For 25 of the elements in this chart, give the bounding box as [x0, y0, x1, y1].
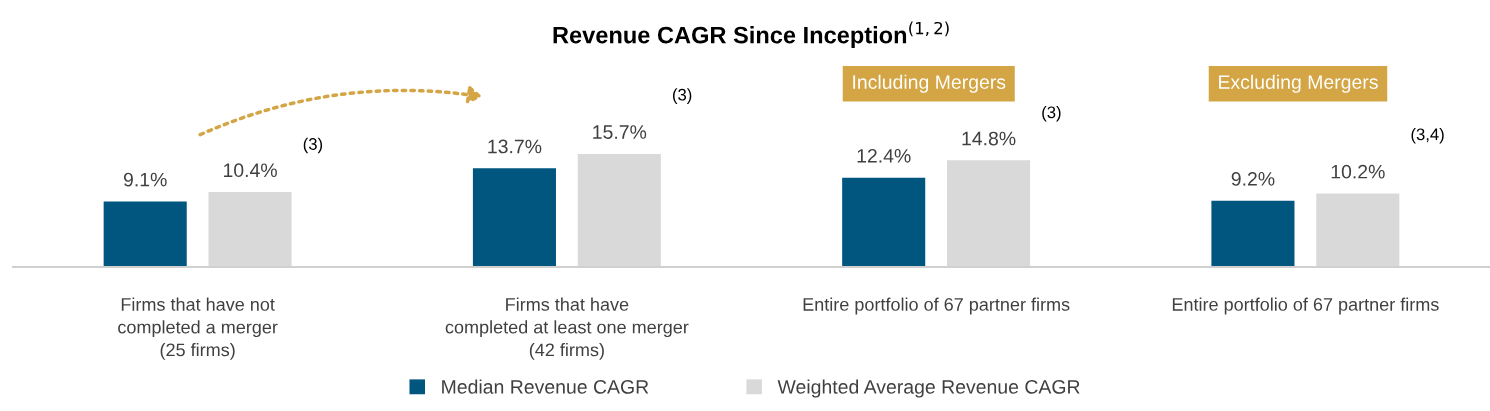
data-label: 15.7%: [593, 125, 647, 139]
x-tick-label: Firms that have completed at least one merger (42 firms): [445, 297, 689, 360]
x-tick-label: Entire portfolio of 67 partner firms: [1172, 297, 1439, 315]
bar: [472, 168, 556, 267]
data-label: 14.8%: [962, 131, 1016, 146]
data-label: 13.7%: [488, 139, 542, 154]
text: Excluding Mergers: [1219, 74, 1378, 93]
bar: [842, 177, 926, 267]
bar: [103, 201, 187, 267]
data-label: 9.2%: [1231, 171, 1275, 186]
text: (3,4): [1411, 127, 1444, 144]
data-label: 10.2%: [1331, 164, 1385, 179]
bar: [1211, 200, 1295, 267]
x-tick-label: Firms that have not completed a merger (25 firms): [118, 297, 278, 360]
data-label: 12.4%: [857, 148, 911, 163]
data-label: 10.4%: [223, 163, 277, 178]
legend-label: Median Revenue CAGR: [442, 379, 649, 394]
text: (3): [672, 88, 692, 104]
chart-title: Revenue CAGR Since Inception$^{(1,2)}$: [553, 21, 949, 49]
data-label: 9.1%: [123, 172, 167, 187]
text: (3): [303, 137, 323, 154]
text: (3): [1042, 105, 1061, 122]
x-tick-label: Entire portfolio of 67 partner firms: [803, 297, 1070, 315]
text: Including Mergers: [853, 74, 1006, 93]
legend-label: Weighted Average Revenue CAGR: [777, 379, 1080, 398]
